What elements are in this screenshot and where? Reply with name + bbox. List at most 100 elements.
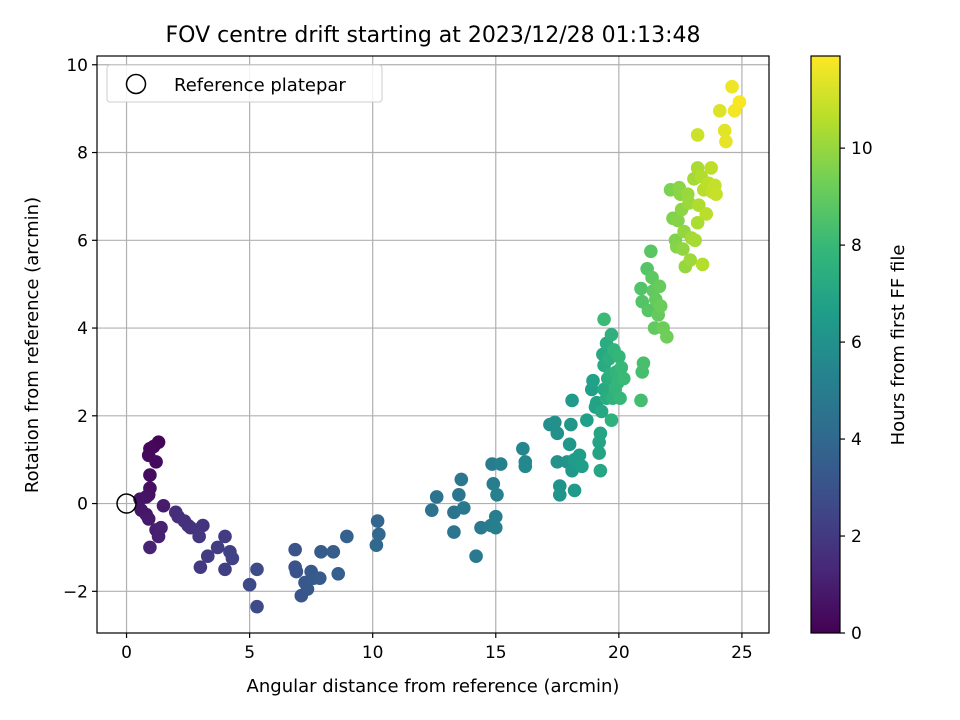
data-point <box>690 215 705 230</box>
data-point <box>676 242 690 256</box>
reference-marker <box>116 493 137 514</box>
data-point <box>372 527 386 542</box>
data-point <box>196 518 210 533</box>
data-point <box>424 503 439 517</box>
data-point <box>725 79 739 94</box>
data-point <box>567 483 582 498</box>
x-tick-label: 5 <box>244 643 255 663</box>
data-point <box>250 599 264 614</box>
y-tick-label: 6 <box>77 231 88 251</box>
data-point <box>564 417 578 432</box>
y-axis-label: Rotation from reference (arcmin) <box>22 197 43 493</box>
data-point <box>516 441 530 456</box>
data-point <box>312 571 327 585</box>
data-point <box>193 560 208 574</box>
data-point <box>370 514 385 528</box>
colorbar-tick-label: 4 <box>851 430 862 450</box>
data-point <box>712 104 727 118</box>
data-point <box>580 413 594 427</box>
data-point <box>653 299 668 313</box>
plot-frame-bg <box>97 56 769 633</box>
data-point <box>593 463 608 478</box>
data-point <box>218 529 232 544</box>
data-point <box>289 564 304 579</box>
colorbar-gradient <box>811 56 840 633</box>
colorbar-tick-label: 10 <box>851 139 873 159</box>
data-point <box>456 501 471 515</box>
data-point <box>218 562 232 577</box>
data-point <box>314 545 328 559</box>
data-point <box>454 472 469 487</box>
data-point <box>200 549 215 564</box>
data-point <box>614 360 629 375</box>
data-point <box>636 356 651 370</box>
data-point <box>604 327 619 342</box>
data-point <box>493 457 508 471</box>
data-point <box>156 498 171 513</box>
x-axis-label: Angular distance from reference (arcmin) <box>247 676 620 697</box>
data-point <box>552 487 567 502</box>
data-point <box>565 393 579 408</box>
x-tick-label: 0 <box>121 643 132 663</box>
data-point <box>447 525 461 539</box>
colorbar-frame <box>810 55 841 634</box>
data-point <box>242 577 257 592</box>
legend-marker <box>125 73 147 95</box>
x-tick-label: 20 <box>608 643 630 663</box>
plot-area: 0 5 10 15 20 25 −2 0 2 4 6 8 10 <box>63 55 770 663</box>
data-point <box>143 468 157 482</box>
data-point <box>634 281 648 296</box>
data-point <box>149 455 163 469</box>
colorbar-tick-label: 8 <box>851 236 862 256</box>
data-point <box>612 349 626 364</box>
legend: Reference platepar <box>106 64 383 103</box>
data-point <box>331 566 346 581</box>
data-point <box>490 487 504 502</box>
legend-label: Reference platepar <box>174 75 346 96</box>
y-tick-label: 4 <box>77 319 88 339</box>
data-point <box>660 330 674 344</box>
data-point <box>210 540 225 555</box>
data-point <box>550 455 565 469</box>
data-point <box>704 161 718 175</box>
data-point <box>562 437 577 452</box>
colorbar: 0 2 4 6 8 10 Hours from first FF file <box>810 55 909 644</box>
data-point <box>634 393 648 408</box>
data-point <box>671 213 685 228</box>
data-point <box>593 426 608 441</box>
data-point <box>586 373 600 388</box>
data-point <box>518 459 533 474</box>
data-point <box>548 415 562 430</box>
x-tick-label: 10 <box>362 643 384 663</box>
data-point <box>592 446 606 460</box>
data-point <box>709 187 723 202</box>
colorbar-ticks: 0 2 4 6 8 10 <box>840 139 873 644</box>
data-point <box>429 490 444 504</box>
data-point <box>192 529 206 544</box>
data-point <box>688 233 702 248</box>
data-point <box>613 391 627 406</box>
colorbar-tick-label: 0 <box>851 624 862 644</box>
data-point <box>719 134 733 149</box>
y-axis-ticks: −2 0 2 4 6 8 10 <box>63 56 97 602</box>
data-point <box>695 257 710 272</box>
data-point <box>616 371 631 386</box>
data-point <box>488 509 503 524</box>
data-point <box>594 404 609 419</box>
data-point <box>699 207 714 221</box>
data-point <box>644 244 658 259</box>
plot-frame <box>96 55 770 634</box>
data-point <box>604 413 619 427</box>
data-point <box>369 538 384 553</box>
data-point <box>683 253 698 267</box>
y-tick-label: 0 <box>77 495 88 515</box>
data-point <box>732 95 747 109</box>
data-point <box>250 562 264 577</box>
data-point <box>300 582 315 596</box>
x-tick-label: 15 <box>485 643 507 663</box>
colorbar-tick-label: 6 <box>851 333 862 353</box>
x-axis-ticks: 0 5 10 15 20 25 <box>121 633 753 663</box>
legend-box <box>106 64 383 103</box>
data-point <box>486 477 501 491</box>
